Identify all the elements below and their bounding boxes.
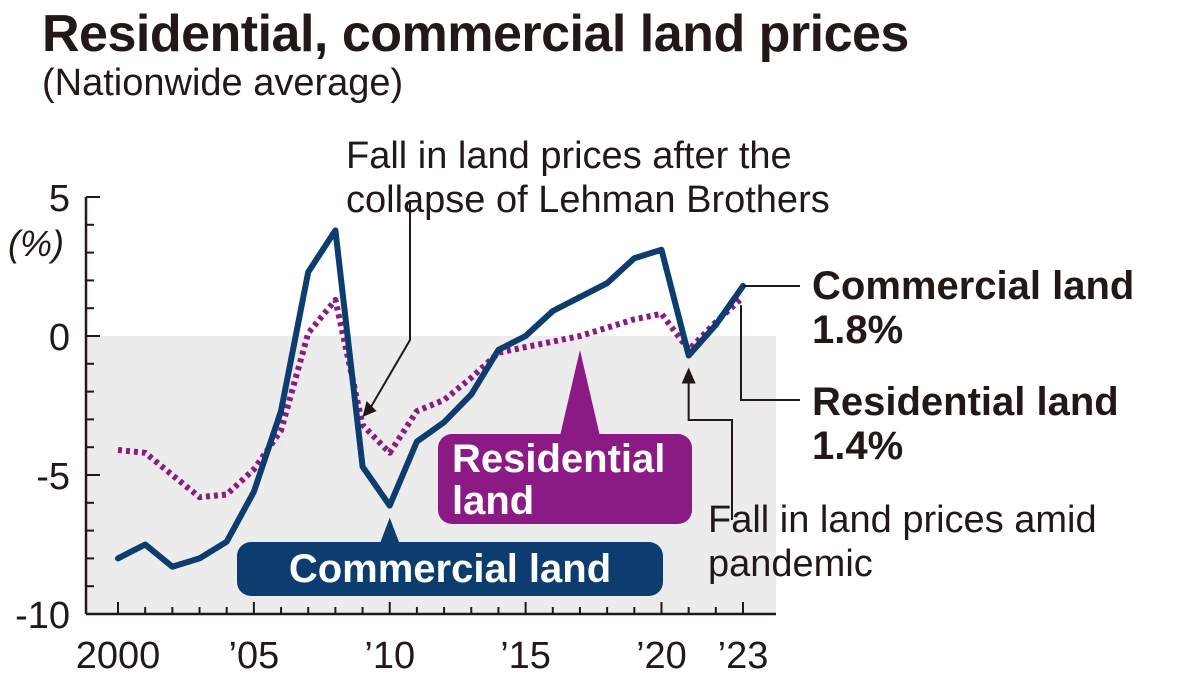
y-axis-unit-label: (%) <box>8 223 64 264</box>
y-tick-label: -10 <box>15 595 70 637</box>
pandemic-annotation: Fall in land prices amid pandemic <box>708 498 1097 586</box>
axes <box>84 196 776 616</box>
pandemic-annotation-line1: Fall in land prices amid <box>708 499 1097 541</box>
residential-land-tag: Residential land <box>438 434 692 524</box>
lehman-leader-line <box>367 200 411 412</box>
chart-subtitle: (Nationwide average) <box>42 62 404 104</box>
y-tick-label: -5 <box>36 456 70 498</box>
residential-end-label-value: 1.4% <box>812 424 904 468</box>
lehman-annotation: Fall in land prices after the collapse o… <box>346 134 830 222</box>
residential-end-label: Residential land 1.4% <box>812 380 1119 468</box>
commercial-end-label: Commercial land 1.8% <box>812 264 1134 352</box>
residential-tag-line1: Residential <box>452 437 666 481</box>
residential-tag-line2: land <box>452 479 535 523</box>
callout-lines <box>362 200 800 544</box>
y-tick-label: 5 <box>49 178 70 220</box>
commercial-end-label-name: Commercial land <box>812 264 1135 308</box>
residential-end-leader <box>740 305 800 401</box>
tick-labels: 5 0 -5 -10 (%) 2000 ’05 ’10 ’15 ’20 ’23 <box>8 178 768 677</box>
x-tick-label: ’10 <box>364 635 415 677</box>
y-tick-label: 0 <box>49 317 70 359</box>
commercial-end-label-value: 1.8% <box>812 308 904 352</box>
x-tick-label: ’05 <box>229 635 280 677</box>
commercial-tag-pointer <box>379 517 400 544</box>
x-tick-label: ’15 <box>500 635 551 677</box>
lehman-annotation-line1: Fall in land prices after the <box>346 135 792 177</box>
residential-end-label-name: Residential land <box>812 380 1119 424</box>
commercial-land-tag: Commercial land <box>237 542 663 596</box>
x-tick-label: ’23 <box>718 635 769 677</box>
chart-title: Residential, commercial land prices <box>42 5 909 63</box>
x-tick-label: 2000 <box>76 635 161 677</box>
pandemic-arrowhead <box>681 367 696 384</box>
pandemic-leader-line <box>687 379 733 520</box>
residential-land-line <box>117 294 746 501</box>
series-lines <box>115 227 746 570</box>
lehman-arrowhead <box>362 400 377 417</box>
lehman-annotation-line2: collapse of Lehman Brothers <box>346 179 830 221</box>
x-tick-label: ’20 <box>636 635 687 677</box>
residential-tag-pointer <box>559 350 600 436</box>
commercial-land-line <box>115 227 746 570</box>
pandemic-annotation-line2: pandemic <box>708 543 873 585</box>
